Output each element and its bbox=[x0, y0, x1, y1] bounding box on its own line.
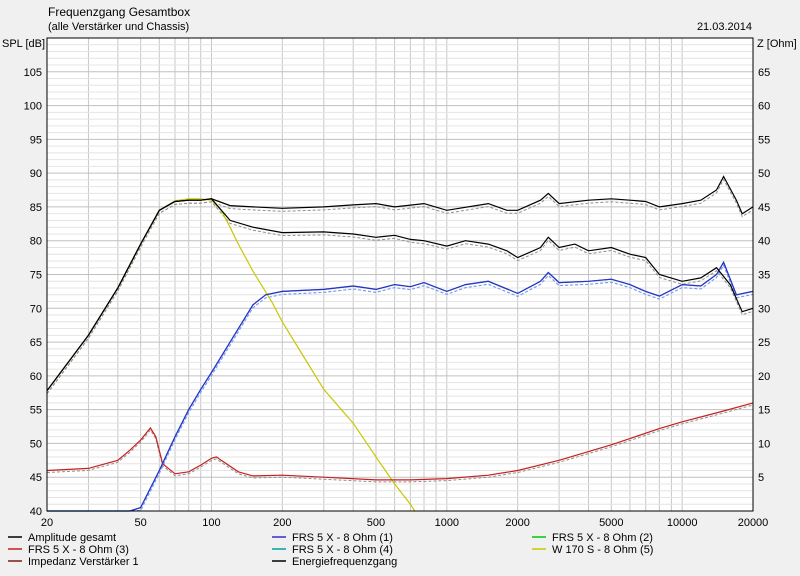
reference-curve bbox=[46, 178, 754, 394]
y-tick-label-right: 20 bbox=[758, 371, 770, 383]
y-axis-left-label: SPL [dB] bbox=[2, 38, 45, 50]
y-tick-label-left: 100 bbox=[24, 101, 42, 113]
chart-title: Frequenzgang Gesamtbox bbox=[48, 5, 190, 19]
y-tick-label-left: 85 bbox=[30, 202, 42, 214]
tick-labels: 20 50 100 200 500 1000 2000 5000 10000 20000 40 45 5… bbox=[24, 67, 771, 529]
y-axis-right-label: Z [Ohm] bbox=[757, 38, 797, 50]
x-tick-label: 200 bbox=[273, 517, 291, 529]
legend-entry: FRS 5 X - 8 Ohm (4) bbox=[292, 544, 393, 556]
y-tick-label-left: 45 bbox=[30, 472, 42, 484]
y-tick-label-right: 65 bbox=[758, 67, 770, 79]
legend-entry: Energiefrequenzgang bbox=[292, 556, 397, 568]
x-tick-label: 2000 bbox=[505, 517, 529, 529]
x-tick-label: 50 bbox=[135, 517, 147, 529]
series-line bbox=[46, 402, 754, 481]
legend-entry: FRS 5 X - 8 Ohm (2) bbox=[552, 532, 653, 544]
y-tick-label-right: 60 bbox=[758, 101, 770, 113]
y-tick-label-left: 60 bbox=[30, 371, 42, 383]
y-tick-label-right: 25 bbox=[758, 337, 770, 349]
legend-entry: Amplitude gesamt bbox=[28, 532, 116, 544]
legend-entry: FRS 5 X - 8 Ohm (3) bbox=[28, 544, 129, 556]
series-line bbox=[47, 260, 754, 512]
y-tick-label-right: 40 bbox=[758, 236, 770, 248]
x-tick-label: 20 bbox=[41, 517, 53, 529]
y-tick-label-right: 55 bbox=[758, 134, 770, 146]
x-tick-label: 1000 bbox=[435, 517, 459, 529]
y-tick-label-right: 35 bbox=[758, 270, 770, 282]
y-tick-label-left: 40 bbox=[30, 506, 42, 518]
y-tick-label-left: 55 bbox=[30, 405, 42, 417]
y-tick-label-left: 65 bbox=[30, 337, 42, 349]
y-tick-label-right: 10 bbox=[758, 438, 770, 450]
y-tick-label-left: 50 bbox=[30, 438, 42, 450]
y-tick-label-left: 80 bbox=[30, 236, 42, 248]
series-line bbox=[46, 198, 754, 392]
y-tick-label-left: 75 bbox=[30, 270, 42, 282]
x-tick-label: 20000 bbox=[738, 517, 769, 529]
y-tick-label-right: 45 bbox=[758, 202, 770, 214]
curves bbox=[46, 175, 754, 512]
y-tick-label-left: 70 bbox=[30, 303, 42, 315]
x-tick-label: 500 bbox=[367, 517, 385, 529]
x-tick-label: 5000 bbox=[599, 517, 623, 529]
legend-entry: W 170 S - 8 Ohm (5) bbox=[552, 544, 653, 556]
legend-entry: Impedanz Verstärker 1 bbox=[28, 556, 139, 568]
legend: Amplitude gesamt FRS 5 X - 8 Ohm (1) FRS 5… bbox=[8, 532, 653, 568]
y-tick-label-left: 95 bbox=[30, 134, 42, 146]
x-tick-label: 100 bbox=[202, 517, 220, 529]
plot-frame bbox=[46, 37, 754, 512]
y-tick-label-left: 90 bbox=[30, 168, 42, 180]
y-tick-label-right: 30 bbox=[758, 303, 770, 315]
x-tick-label: 10000 bbox=[667, 517, 698, 529]
chart-date: 21.03.2014 bbox=[697, 21, 752, 33]
legend-entry: FRS 5 X - 8 Ohm (1) bbox=[292, 532, 393, 544]
y-tick-label-right: 15 bbox=[758, 405, 770, 417]
reference-curve bbox=[46, 404, 754, 483]
chart-subtitle: (alle Verstärker und Chassis) bbox=[48, 21, 189, 33]
y-tick-label-right: 50 bbox=[758, 168, 770, 180]
y-tick-label-right: 5 bbox=[758, 472, 764, 484]
grid bbox=[46, 37, 754, 512]
y-tick-label-left: 105 bbox=[24, 67, 42, 79]
reference-curve bbox=[47, 264, 754, 512]
